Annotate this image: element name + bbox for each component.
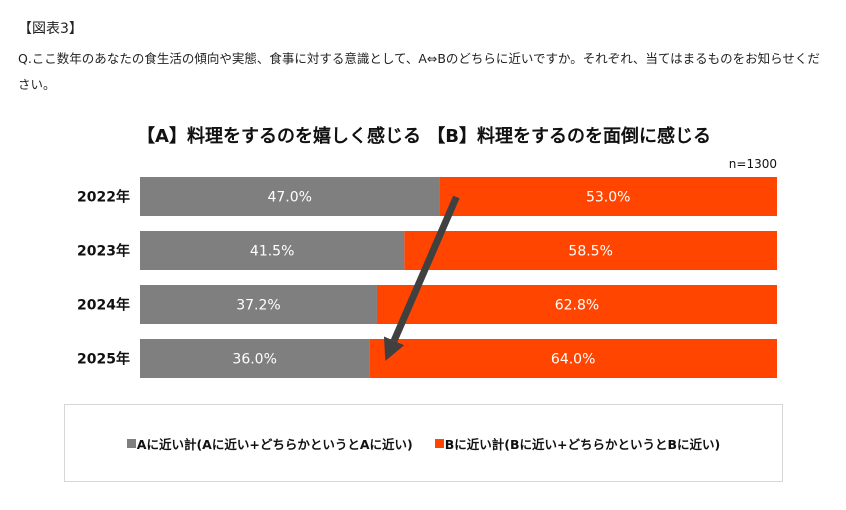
legend-label-b: Bに近い計(Bに近い+どちらかというとBに近い) xyxy=(444,436,721,452)
bars-group: 2022年 47.0% 53.0% 2023年 41.5% 58.5% 2024年 37.2%… xyxy=(77,177,777,378)
legend-swatch-b xyxy=(434,438,444,448)
bar-segment-a xyxy=(140,339,370,378)
data-label-b: 53.0% xyxy=(586,190,630,206)
category-label: 2022年 xyxy=(77,189,130,206)
data-label-a: 36.0% xyxy=(232,352,276,368)
figure-label: 【図表3】 xyxy=(18,21,83,37)
bar-segment-a xyxy=(140,231,405,270)
question-text: Q.ここ数年のあなたの食生活の傾向や実態、食事に対する意識として、A⇔Bのどちら… xyxy=(18,51,820,92)
legend-swatch-a xyxy=(126,438,136,448)
legend-item-a: Aに近い計(Aに近い+どちらかというとAに近い) xyxy=(126,434,413,453)
legend-item-b: Bに近い計(Bに近い+どちらかというとBに近い) xyxy=(434,434,721,453)
trend-arrow-head xyxy=(383,336,405,361)
category-label: 2023年 xyxy=(77,243,130,260)
bar-segment-b xyxy=(404,231,777,270)
category-label: 2024年 xyxy=(77,297,130,314)
stacked-bar-chart: 【A】料理をするのを嬉しく感じる 【B】料理をするのを面倒に感じる n=1300… xyxy=(77,125,777,378)
data-label-a: 47.0% xyxy=(267,190,311,206)
chart-title: 【A】料理をするのを嬉しく感じる 【B】料理をするのを面倒に感じる xyxy=(137,125,711,147)
bar-segment-a xyxy=(140,177,440,216)
trend-arrow xyxy=(383,195,460,361)
bar-segment-b xyxy=(369,339,777,378)
category-label: 2025年 xyxy=(77,351,130,368)
sample-size-label: n=1300 xyxy=(729,157,777,171)
data-label-b: 58.5% xyxy=(568,244,612,260)
trend-arrow-shaft xyxy=(390,195,460,343)
data-label-a: 37.2% xyxy=(236,298,280,314)
data-label-b: 64.0% xyxy=(551,352,595,368)
data-label-a: 41.5% xyxy=(250,244,294,260)
legend-label-a: Aに近い計(Aに近い+どちらかというとAに近い) xyxy=(136,436,413,452)
bar-segment-b xyxy=(376,285,777,324)
bar-segment-a xyxy=(140,285,377,324)
bar-segment-b xyxy=(439,177,777,216)
legend: Aに近い計(Aに近い+どちらかというとAに近い) Bに近い計(Bに近い+どちらか… xyxy=(64,404,783,482)
data-label-b: 62.8% xyxy=(555,298,599,314)
